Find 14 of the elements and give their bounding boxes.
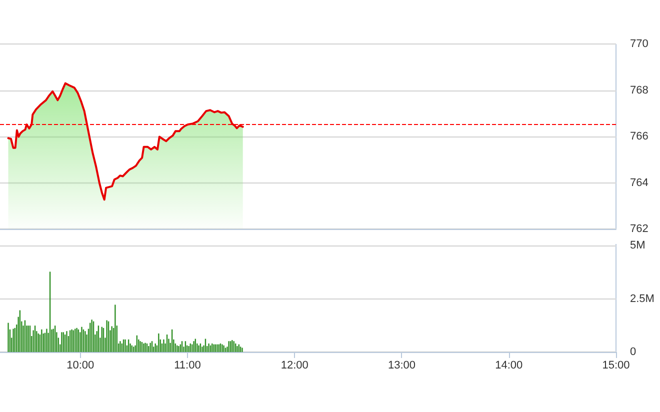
x-tick-label: 10:00: [66, 360, 94, 372]
y-tick-label: 762: [630, 223, 648, 235]
y-tick-label: 0: [630, 346, 636, 358]
y-tick-label: 2.5M: [630, 292, 654, 305]
y-tick-label: 770: [630, 38, 648, 50]
x-tick-label: 12:00: [280, 360, 308, 372]
y-tick-label: 764: [630, 176, 648, 189]
x-tick-label: 13:00: [388, 360, 416, 372]
y-tick-label: 766: [630, 130, 648, 142]
x-tick-label: 11:00: [174, 360, 201, 372]
y-tick-label: 768: [630, 84, 648, 96]
y-tick-label: 5M: [630, 240, 646, 252]
x-tick-label: 14:00: [495, 360, 523, 372]
x-tick-label: 15:00: [602, 360, 630, 372]
